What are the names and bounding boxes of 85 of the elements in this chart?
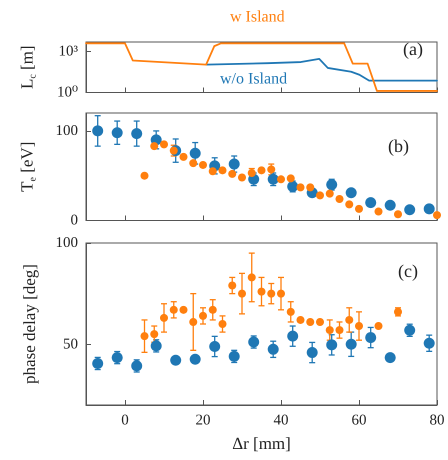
point (287, 330, 298, 342)
point (306, 183, 314, 192)
point (316, 191, 324, 200)
point (306, 318, 314, 326)
point (286, 174, 295, 182)
point (355, 204, 363, 213)
point (433, 211, 441, 220)
point (277, 175, 285, 184)
point (345, 316, 354, 324)
point (218, 166, 226, 174)
point (190, 354, 201, 365)
x-axis-title: Δr [mm] (232, 434, 291, 453)
point (316, 318, 324, 326)
point (384, 200, 396, 211)
point (160, 314, 168, 322)
y-tick-label: 0 (70, 212, 78, 228)
y-tick-label: 100 (56, 122, 78, 139)
y-axis-title: phase delay [deg] (20, 264, 39, 384)
point (346, 187, 357, 198)
point (112, 127, 123, 138)
point (228, 350, 240, 362)
point (208, 306, 217, 314)
series-label: w Island (230, 8, 285, 26)
point (277, 290, 285, 298)
point (218, 320, 226, 328)
point (374, 322, 382, 330)
point (306, 347, 318, 358)
point (374, 208, 382, 216)
point (355, 322, 363, 330)
point (189, 318, 198, 326)
x-tick-label: 40 (274, 412, 288, 428)
point (268, 344, 279, 355)
x-tick-label: 20 (196, 412, 210, 428)
point (336, 195, 344, 203)
x-tick-label: 80 (430, 412, 444, 428)
x-tick-label: 0 (121, 412, 129, 428)
point (345, 200, 354, 208)
point (199, 160, 207, 169)
y-tick-label: 100 (56, 235, 78, 251)
point (238, 174, 246, 182)
point (267, 290, 276, 298)
annotation: (b) (388, 136, 409, 156)
point (365, 197, 376, 208)
point (394, 210, 402, 218)
point (296, 316, 304, 324)
line-series (205, 58, 438, 82)
point (228, 282, 236, 290)
point (170, 146, 178, 155)
point (346, 338, 357, 350)
point (199, 312, 207, 320)
y-tick-label: 10³ (58, 44, 78, 60)
point (248, 273, 256, 282)
x-tick-label: 60 (352, 412, 366, 428)
annotation: (c) (398, 261, 418, 281)
series-label: w/o Island (220, 70, 288, 88)
point (140, 172, 148, 180)
point (131, 128, 142, 140)
point (180, 152, 188, 161)
line-series (85, 42, 438, 92)
point (336, 326, 344, 334)
point (170, 306, 178, 314)
y-tick-label: 10⁰ (56, 84, 78, 100)
point (424, 338, 435, 349)
point (228, 158, 240, 170)
point (180, 306, 188, 314)
point (92, 125, 104, 136)
point (424, 203, 435, 214)
point (190, 148, 201, 159)
point (258, 166, 266, 174)
point (140, 332, 148, 340)
y-axis-title: Lc [m] (18, 45, 38, 90)
y-axis-title: Te [eV] (18, 142, 38, 192)
point (209, 340, 220, 352)
point (384, 352, 396, 364)
point (296, 183, 304, 192)
point (365, 332, 376, 344)
point (238, 290, 246, 298)
point (160, 140, 168, 148)
point (326, 190, 334, 198)
point (404, 204, 416, 216)
annotation: (a) (403, 39, 423, 59)
y-tick-label: 50 (63, 336, 78, 352)
point (258, 288, 266, 296)
point (170, 354, 182, 366)
point (286, 308, 295, 316)
